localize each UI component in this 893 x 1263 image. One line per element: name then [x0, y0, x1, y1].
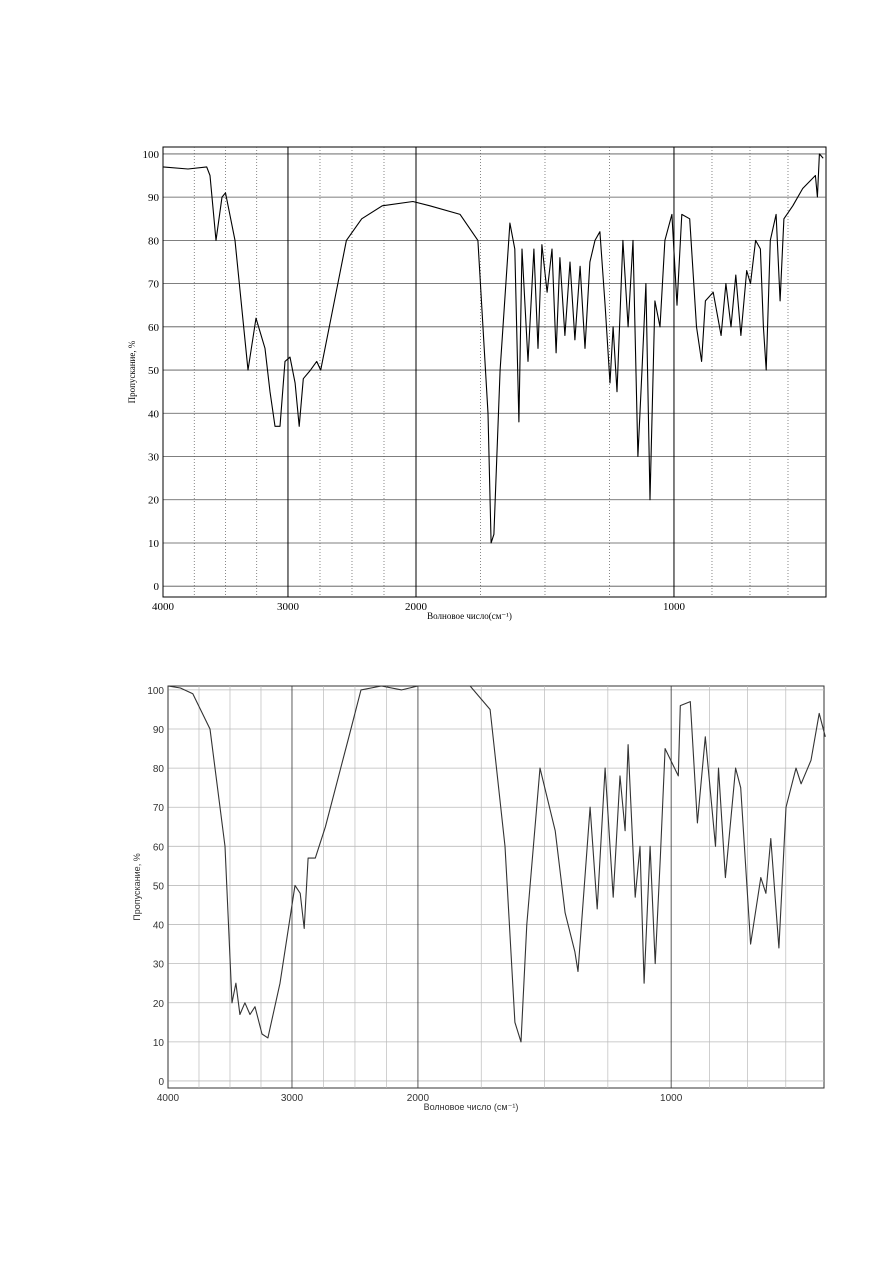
- y-tick-label: 20: [148, 495, 160, 507]
- y-tick-label: 70: [153, 803, 165, 814]
- y-tick-label: 50: [148, 365, 160, 377]
- y-tick-label: 0: [154, 581, 160, 593]
- x-tick-label: 3000: [277, 601, 300, 613]
- y-tick-label: 30: [148, 452, 160, 464]
- y-tick-label: 40: [153, 921, 165, 932]
- y-tick-label: 10: [148, 538, 160, 550]
- y-tick-label: 50: [153, 881, 165, 892]
- x-tick-label: 4000: [157, 1093, 180, 1104]
- x-tick-label: 1000: [660, 1093, 683, 1104]
- y-tick-label: 90: [148, 192, 160, 204]
- y-axis-label: Пропускание, %: [127, 340, 137, 403]
- y-tick-label: 80: [148, 235, 160, 247]
- y-tick-label: 60: [153, 842, 165, 853]
- y-axis-label: Пропускание, %: [132, 853, 142, 920]
- y-tick-label: 10: [153, 1038, 165, 1049]
- x-tick-label: 2000: [407, 1093, 430, 1104]
- y-tick-label: 80: [153, 764, 165, 775]
- y-tick-label: 0: [158, 1077, 164, 1088]
- plot-area: [167, 685, 825, 1089]
- y-tick-label: 90: [153, 725, 165, 736]
- y-tick-label: 20: [153, 999, 165, 1010]
- y-tick-label: 100: [143, 149, 160, 161]
- y-tick-label: 40: [148, 408, 160, 420]
- chart: 0 10 20 30 40 50 60 70 80 90 100 4000 3000 2000 1000 Во…: [132, 685, 826, 1112]
- y-tick-label: 30: [153, 960, 165, 971]
- y-tick-label: 100: [147, 686, 164, 697]
- x-tick-label: 4000: [152, 601, 175, 613]
- x-axis-label: Волновое число (см⁻¹): [424, 1102, 519, 1112]
- x-axis-label: Волновое число(см⁻¹): [427, 611, 512, 621]
- x-tick-label: 2000: [405, 601, 428, 613]
- y-tick-label: 70: [148, 279, 160, 291]
- chart: 0 10 20 30 40 50 60 70 80 90 100 4000 3000 2000 1000 Во…: [127, 146, 827, 621]
- y-tick-label: 60: [148, 322, 160, 334]
- spectrum-line: [162, 153, 824, 544]
- spectrum-line: [167, 685, 826, 1043]
- x-tick-label: 1000: [663, 601, 686, 613]
- x-tick-label: 3000: [281, 1093, 304, 1104]
